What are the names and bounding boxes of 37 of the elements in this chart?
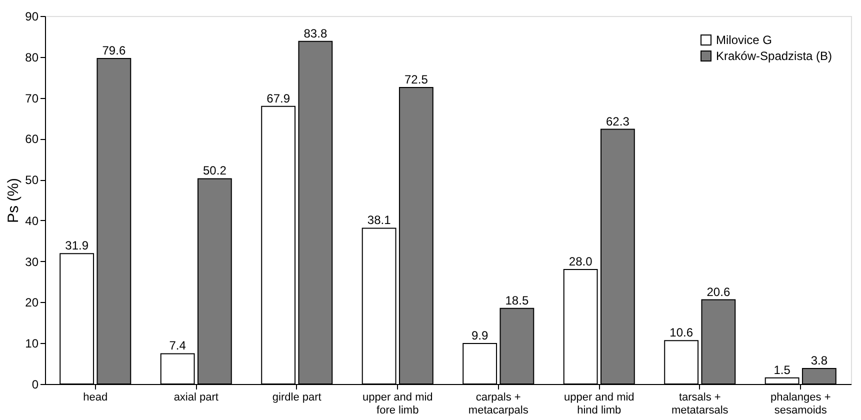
data-label: 10.6 <box>670 326 694 340</box>
data-label: 62.3 <box>606 114 630 128</box>
data-label: 9.9 <box>471 328 488 343</box>
data-label: 83.8 <box>304 26 328 40</box>
data-label: 79.6 <box>102 44 126 58</box>
data-label: 18.5 <box>505 293 529 308</box>
data-label: 72.5 <box>404 72 428 87</box>
y-tick-label: 10 <box>25 336 39 351</box>
data-label: 7.4 <box>169 338 186 353</box>
data-label: 50.2 <box>203 164 227 178</box>
x-tick-label: head <box>83 392 108 404</box>
x-tick-label: girdle part <box>272 392 322 404</box>
y-tick-label: 70 <box>25 91 39 106</box>
data-label: 28.0 <box>568 254 593 269</box>
legend-label: Kraków-Spadzista (B) <box>716 49 832 63</box>
data-label: 3.8 <box>810 353 828 368</box>
x-tick-label: phalanges + sesamoids <box>770 392 831 416</box>
x-tick-label: upper and mid hind limb <box>564 392 634 416</box>
y-tick-label: 80 <box>25 50 39 64</box>
x-tick-label: tarsals + metatarsals <box>671 392 729 416</box>
y-tick-label: 20 <box>25 296 39 310</box>
x-tick-label: upper and mid fore limb <box>362 392 433 416</box>
data-label: 67.9 <box>266 91 290 106</box>
data-label: 31.9 <box>65 238 89 253</box>
data-label: 20.6 <box>706 284 730 299</box>
data-label: 1.5 <box>774 362 791 377</box>
y-tick-label: 40 <box>25 214 39 228</box>
legend-label: Milovice G <box>716 33 772 47</box>
y-tick-label: 90 <box>25 10 39 24</box>
y-tick-label: 30 <box>25 254 39 269</box>
y-tick-label: 50 <box>25 173 39 188</box>
y-tick-label: 0 <box>32 378 39 392</box>
data-label: 38.1 <box>367 213 392 228</box>
x-tick-label: axial part <box>174 392 218 404</box>
y-axis-title: Ps (%) <box>5 178 22 223</box>
y-tick-label: 60 <box>25 132 39 146</box>
x-tick-label: carpals + metacarpals <box>468 392 529 416</box>
